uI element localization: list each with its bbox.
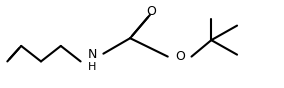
Text: O: O [176, 50, 185, 63]
Text: H: H [88, 62, 97, 72]
Text: N: N [88, 48, 97, 61]
Text: O: O [146, 5, 156, 18]
